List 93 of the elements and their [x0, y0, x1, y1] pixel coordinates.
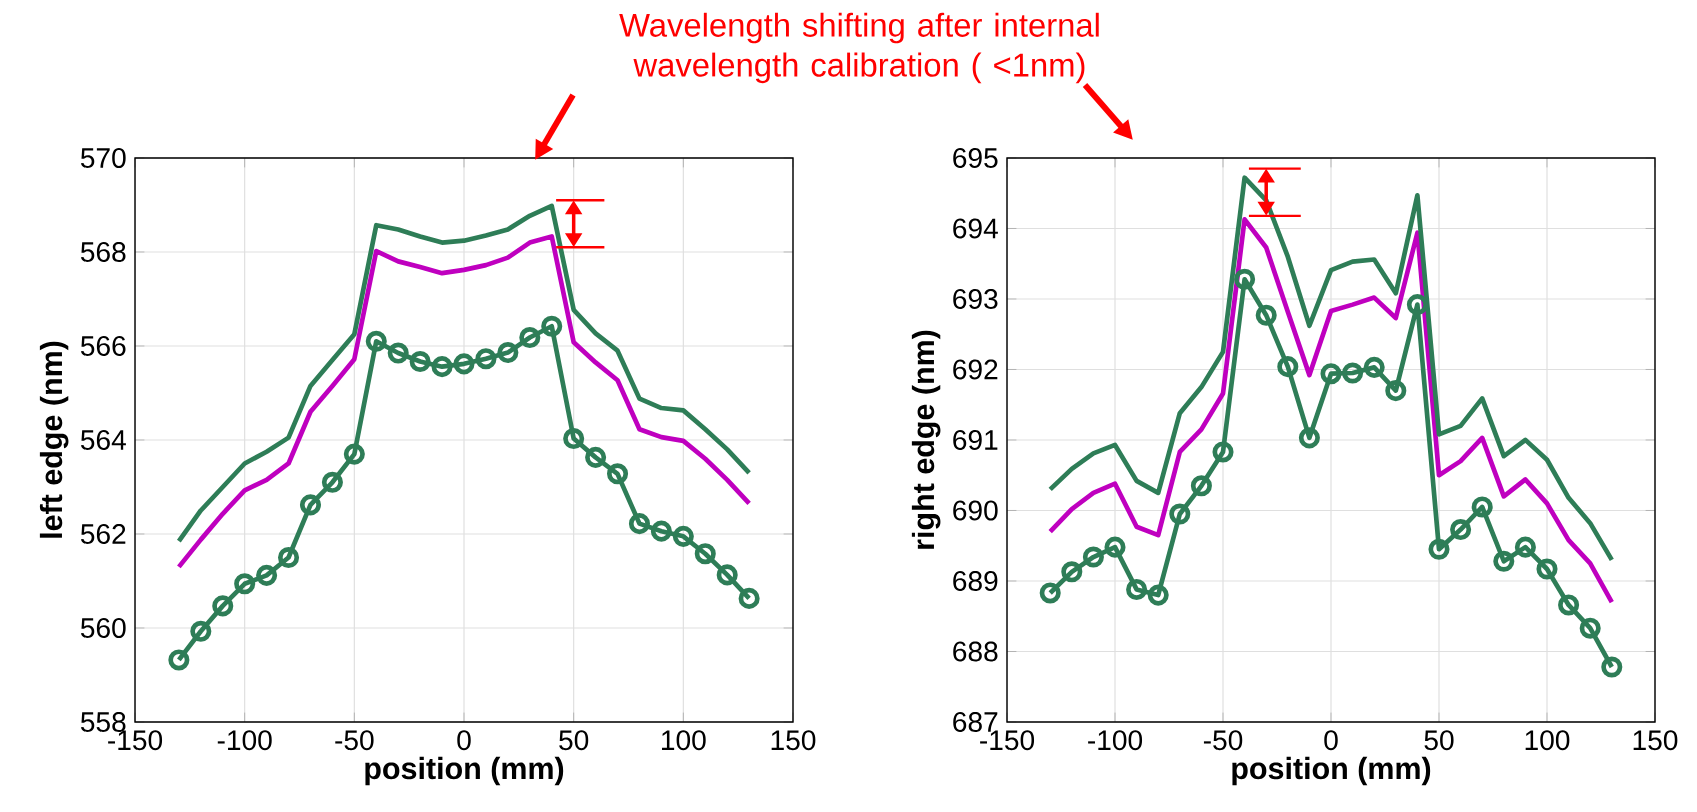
point — [1342, 362, 1364, 384]
point — [1277, 356, 1299, 378]
point — [190, 620, 212, 642]
x-axis-title: position (mm) — [1232, 756, 1431, 786]
point — [1298, 427, 1320, 449]
x-tick-label: -50 — [335, 730, 374, 751]
point — [321, 471, 343, 493]
x-tick-label: 50 — [1424, 730, 1454, 751]
y-tick-label: 692 — [953, 359, 998, 380]
point — [1363, 356, 1385, 378]
point — [585, 446, 607, 468]
point — [1190, 475, 1212, 497]
point — [343, 443, 365, 465]
y-tick-label: 694 — [953, 218, 998, 239]
y-tick-label: 689 — [953, 571, 998, 591]
y-tick-label: 688 — [953, 641, 998, 662]
text: Wavelength shifting after internal wavelength calibration ( <1nm) — [619, 12, 1099, 84]
point — [387, 342, 409, 364]
point — [409, 350, 431, 373]
point — [168, 649, 190, 671]
point — [1104, 536, 1126, 558]
point — [1147, 584, 1169, 606]
x-tick-label: -100 — [217, 730, 272, 751]
x-tick-label: 100 — [662, 730, 706, 751]
point — [1255, 304, 1277, 326]
point — [606, 463, 629, 485]
point — [431, 356, 453, 378]
x-tick-label: -150 — [980, 730, 1035, 751]
point — [1493, 550, 1515, 572]
point — [1514, 536, 1536, 558]
point — [365, 330, 387, 352]
point — [628, 513, 651, 535]
x-tick-label: 0 — [1324, 730, 1338, 751]
point — [650, 520, 672, 542]
point — [1406, 294, 1428, 316]
point — [475, 348, 497, 370]
y-tick-label: 568 — [80, 242, 126, 262]
x-tick-label: 100 — [1525, 730, 1570, 751]
point — [1579, 617, 1601, 639]
y-tick-label: 562 — [80, 524, 126, 544]
point — [1169, 503, 1191, 525]
point — [1212, 441, 1234, 463]
point — [1234, 268, 1256, 290]
point — [541, 315, 563, 337]
point — [1126, 578, 1148, 600]
point — [519, 326, 541, 349]
x-tick-label: 150 — [1633, 730, 1678, 751]
y-tick-label: 560 — [80, 618, 126, 638]
point — [1320, 363, 1342, 385]
y-tick-label: 691 — [953, 430, 998, 450]
point — [1450, 518, 1472, 541]
point — [738, 587, 760, 609]
point — [672, 525, 694, 547]
x-tick-label: 50 — [559, 730, 589, 751]
y-tick-label: 570 — [80, 148, 126, 168]
point — [277, 546, 300, 569]
point — [1082, 546, 1104, 568]
point — [1385, 380, 1407, 402]
point — [1061, 561, 1083, 583]
y-axis-title: left edge (nm) — [39, 341, 69, 538]
point — [256, 564, 278, 586]
y-tick-label: 687 — [953, 712, 998, 732]
y-tick-label: 564 — [80, 430, 126, 450]
point — [563, 428, 585, 450]
y-tick-label: 693 — [953, 289, 998, 309]
point — [1428, 538, 1450, 560]
point — [716, 564, 738, 586]
point — [694, 543, 716, 565]
point — [234, 573, 256, 595]
x-axis-title: position (mm) — [365, 756, 564, 786]
x-tick-label: 150 — [771, 730, 816, 751]
y-tick-label: 695 — [953, 148, 998, 168]
point — [1471, 496, 1493, 518]
y-tick-label: 566 — [80, 336, 126, 356]
point — [299, 494, 322, 516]
point — [453, 353, 475, 375]
y-tick-label: 690 — [953, 500, 998, 521]
point — [1558, 594, 1580, 616]
y-axis-title: right edge (nm) — [911, 330, 941, 549]
x-tick-label: 0 — [457, 730, 471, 751]
line-series — [1047, 216, 1615, 605]
x-tick-label: -150 — [108, 730, 163, 751]
point — [212, 595, 234, 617]
point — [1536, 558, 1558, 580]
point — [1601, 656, 1623, 678]
point — [497, 342, 519, 364]
line-series — [1047, 175, 1615, 563]
point — [1039, 582, 1061, 604]
line-series — [176, 234, 752, 570]
line-series — [176, 203, 752, 544]
y-tick-label: 558 — [80, 712, 126, 732]
x-tick-label: -100 — [1088, 730, 1143, 751]
x-tick-label: -50 — [1203, 730, 1243, 751]
